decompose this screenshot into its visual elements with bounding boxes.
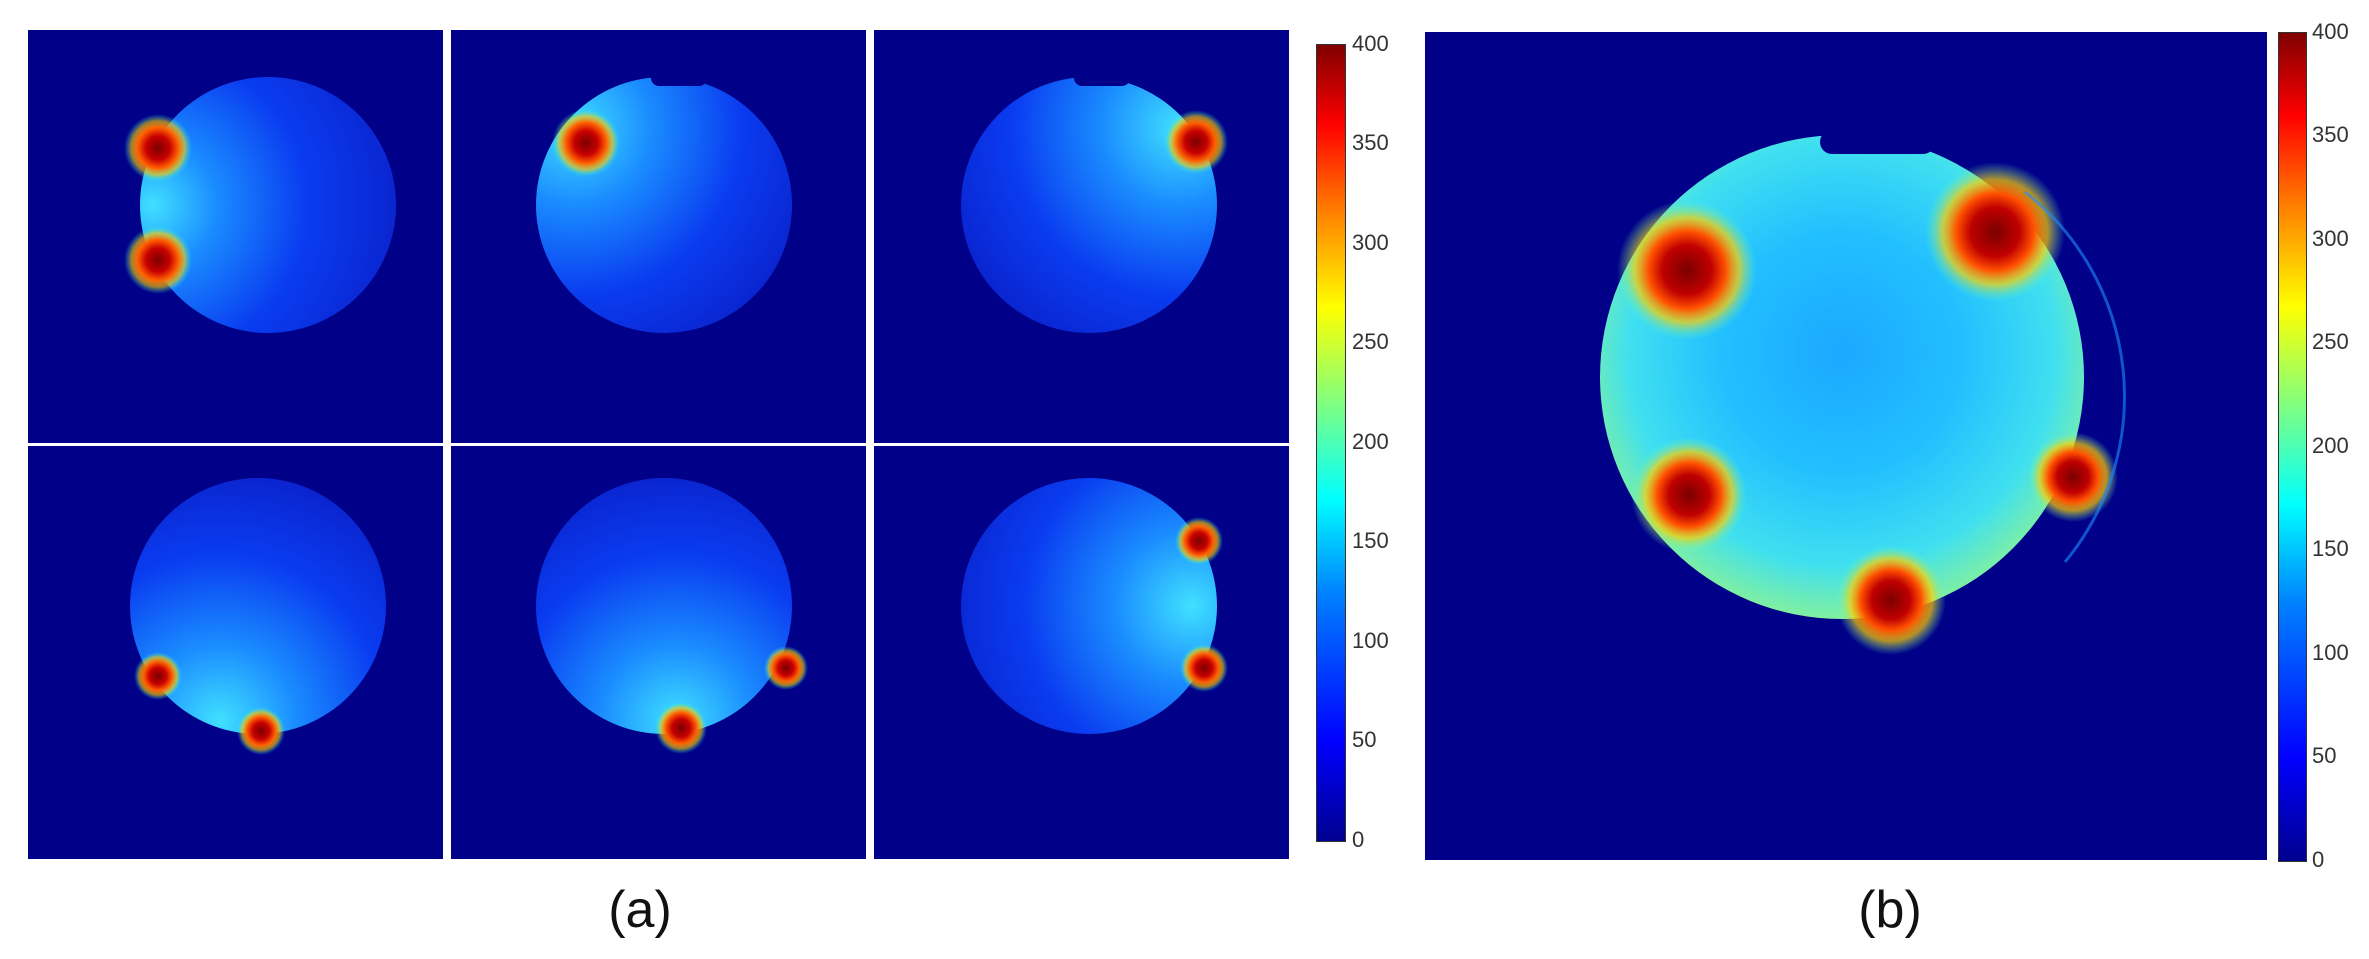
mri-tile-1 — [28, 30, 443, 443]
colorbar-b-tick: 350 — [2312, 122, 2349, 147]
mri-tile-6 — [874, 446, 1289, 859]
colorbar-b-tick: 400 — [2312, 19, 2349, 44]
colorbar-a — [1316, 44, 1346, 842]
colorbar-a-tick: 200 — [1352, 429, 1389, 454]
panel-a-caption: (a) — [608, 881, 672, 939]
colorbar-b — [2278, 32, 2307, 862]
mri-large-image — [1425, 32, 2267, 860]
colorbar-a-tick: 400 — [1352, 31, 1389, 56]
colorbar-a-tick: 350 — [1352, 130, 1389, 155]
colorbar-a-tick: 300 — [1352, 230, 1389, 255]
mri-tile-2 — [451, 30, 866, 443]
mri-tile-4 — [28, 446, 443, 859]
colorbar-a-tick: 150 — [1352, 528, 1389, 553]
colorbar-a-tick: 0 — [1352, 827, 1365, 852]
mri-tile-5 — [451, 446, 866, 859]
colorbar-b-tick: 50 — [2312, 743, 2337, 768]
colorbar-b-tick: 250 — [2312, 329, 2349, 354]
colorbar-b-tick: 100 — [2312, 640, 2349, 665]
mri-tile-3 — [874, 30, 1289, 443]
panel-b-caption: (b) — [1858, 881, 1922, 939]
colorbar-b-tick: 200 — [2312, 433, 2349, 458]
colorbar-b-tick: 0 — [2312, 847, 2325, 872]
colorbar-a-tick: 100 — [1352, 628, 1389, 653]
colorbar-a-tick: 250 — [1352, 329, 1389, 354]
colorbar-a-tick: 50 — [1352, 727, 1377, 752]
colorbar-b-tick: 300 — [2312, 226, 2349, 251]
colorbar-b-tick: 150 — [2312, 536, 2349, 561]
